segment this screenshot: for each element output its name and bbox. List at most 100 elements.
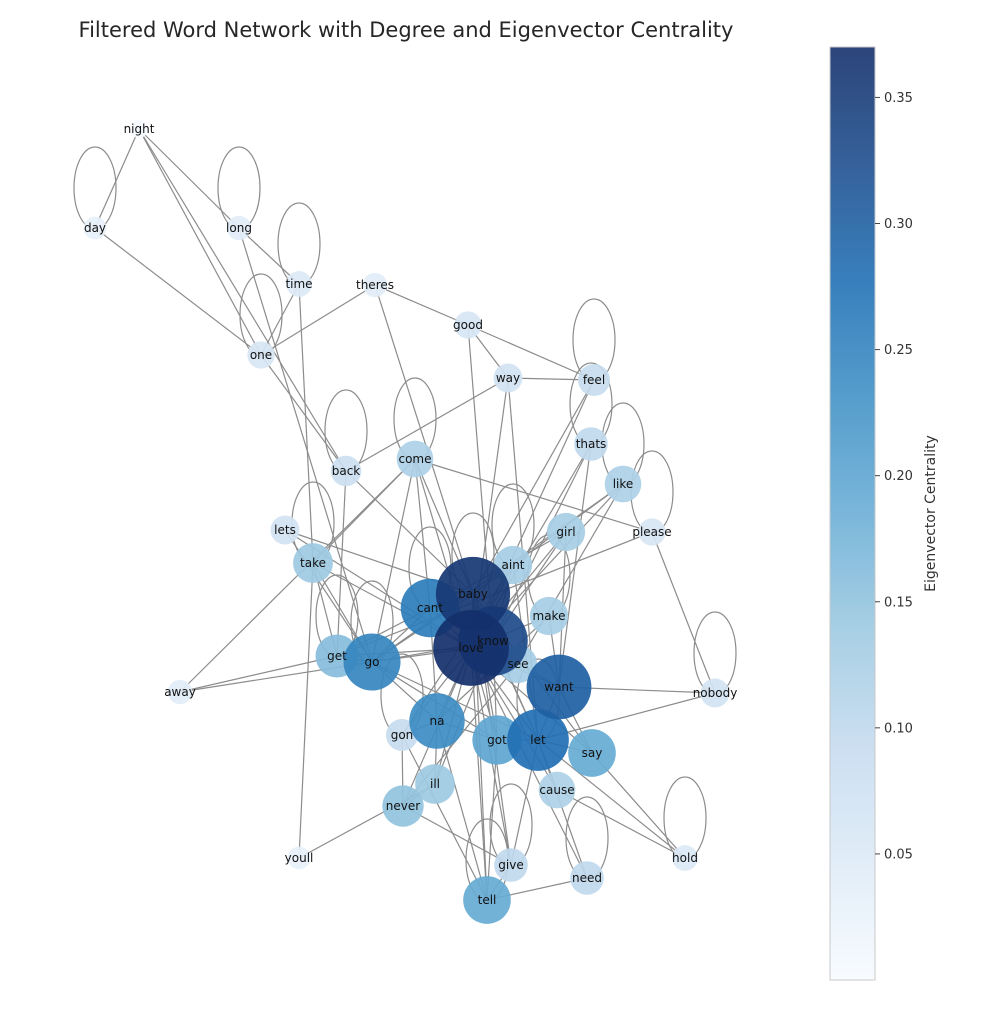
edge-night-one (138, 128, 262, 356)
node-label-aint: aint (502, 558, 525, 572)
node-time (286, 271, 312, 297)
edge-get-away (179, 655, 338, 693)
node-label-day: day (84, 221, 106, 235)
node-like (604, 465, 642, 503)
colorbar-label: Eigenvector Centrality (923, 435, 939, 592)
node-away (167, 679, 193, 705)
node-label-long: long (226, 221, 252, 235)
edge-thats-know (492, 443, 592, 642)
colorbar-tick-label: 0.25 (884, 343, 913, 358)
network-graph: night day long time theres good one way feel that… (73, 120, 737, 924)
node-label-good: good (453, 318, 483, 332)
edge-let-hold (537, 739, 686, 859)
node-got (472, 715, 522, 765)
node-label-theres: theres (356, 278, 394, 292)
edge-theres-good (374, 284, 469, 326)
node-good (454, 311, 482, 339)
node-layer (83, 120, 730, 924)
node-label-got: got (487, 733, 507, 747)
edge-back-get (336, 470, 347, 657)
edge-na-tell (436, 720, 488, 901)
node-label-feel: feel (583, 373, 605, 387)
edge-night-day (94, 128, 140, 229)
node-label-get: get (327, 649, 347, 663)
label-layer: night day long time theres good one way feel that… (84, 122, 737, 907)
edge-day-one (94, 227, 262, 356)
node-never (382, 785, 424, 827)
node-label-need: need (572, 871, 602, 885)
colorbar-ticks: 0.05 0.10 0.15 0.20 0.25 0.30 0.35 (875, 91, 913, 862)
node-label-make: make (533, 609, 566, 623)
node-label-night: night (124, 122, 155, 136)
node-label-back: back (332, 464, 361, 478)
node-take (293, 543, 333, 583)
node-label-never: never (386, 799, 420, 813)
node-back (330, 455, 362, 487)
node-lets (270, 515, 300, 545)
node-youll (287, 846, 311, 870)
node-label-girl: girl (556, 525, 575, 539)
node-come (396, 440, 434, 478)
node-label-lets: lets (274, 523, 296, 537)
edge-theres-one (260, 284, 376, 356)
node-label-give: give (498, 858, 523, 872)
colorbar-gradient (829, 46, 876, 981)
node-label-let: let (530, 733, 546, 747)
node-label-way: way (496, 371, 520, 385)
node-label-want: want (544, 680, 574, 694)
node-na (409, 693, 465, 749)
node-label-like: like (613, 477, 634, 491)
node-label-youll: youll (285, 851, 314, 865)
node-label-ill: ill (430, 777, 440, 791)
node-way (493, 363, 523, 393)
node-label-gon: gon (391, 728, 414, 742)
node-ill (415, 764, 455, 804)
node-day (83, 216, 107, 240)
node-label-na: na (430, 714, 445, 728)
edge-please-nobody (651, 531, 716, 694)
edge-good-feel (467, 324, 595, 381)
edge-love-tell (470, 647, 488, 901)
node-label-baby: baby (458, 587, 488, 601)
edge-way-back (345, 377, 509, 472)
node-make (529, 596, 569, 636)
node-baby (435, 556, 511, 632)
node-one (247, 341, 275, 369)
node-label-nobody: nobody (693, 686, 738, 700)
edge-come-go (371, 458, 416, 663)
node-please (638, 518, 666, 546)
node-give (494, 848, 528, 882)
node-thats (574, 427, 608, 461)
node-tell (463, 876, 511, 924)
edge-one-back (260, 354, 347, 472)
node-label-take: take (300, 556, 326, 570)
colorbar-tick-label: 0.20 (884, 469, 913, 484)
edge-take-youll (298, 562, 314, 859)
node-label-cause: cause (539, 783, 574, 797)
node-nobody (700, 678, 730, 708)
node-let (507, 709, 569, 771)
node-label-one: one (250, 348, 272, 362)
node-say (568, 729, 616, 777)
node-label-time: time (285, 277, 312, 291)
node-label-see: see (507, 657, 528, 671)
node-need (570, 861, 604, 895)
edge-night-back (138, 128, 347, 472)
node-hold (672, 845, 698, 871)
node-girl (546, 512, 586, 552)
node-label-cant: cant (417, 601, 444, 615)
colorbar-tick-label: 0.05 (884, 847, 913, 862)
node-go (343, 633, 401, 691)
edge-cause-hold (556, 789, 686, 859)
node-label-love: love (458, 641, 483, 655)
node-feel (577, 363, 611, 397)
colorbar-tick-label: 0.35 (884, 91, 913, 106)
node-label-please: please (632, 525, 671, 539)
edge-theres-baby (374, 284, 474, 595)
edge-gon-tell (401, 734, 488, 901)
node-label-hold: hold (672, 851, 698, 865)
colorbar-tick-label: 0.15 (884, 595, 913, 610)
node-want (526, 654, 592, 720)
edge-long-go (238, 227, 373, 663)
node-label-tell: tell (478, 893, 497, 907)
